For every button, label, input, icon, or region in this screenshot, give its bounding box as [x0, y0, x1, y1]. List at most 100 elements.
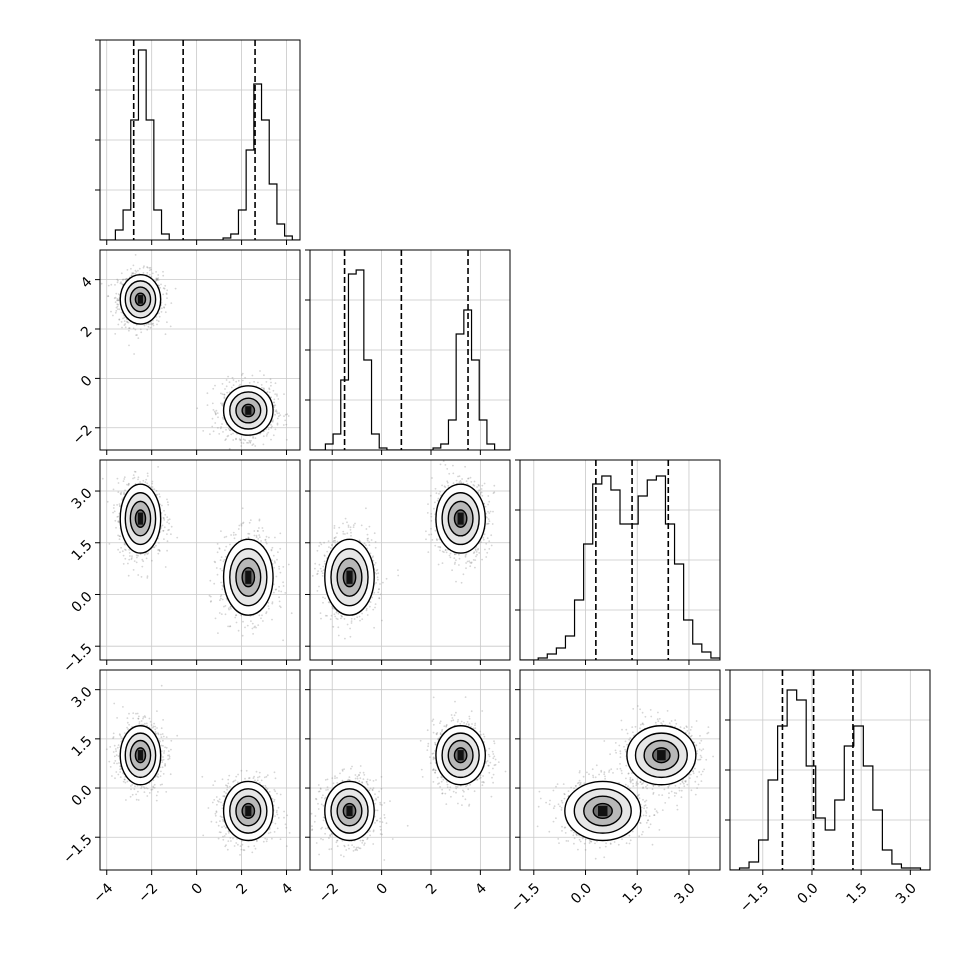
scatter-point [209, 600, 212, 603]
scatter-point [261, 386, 263, 389]
scatter-point [444, 549, 447, 551]
scatter-point [128, 344, 130, 347]
scatter-point [430, 520, 433, 522]
scatter-point [268, 387, 270, 390]
scatter-point [119, 551, 121, 554]
scatter-point [214, 412, 217, 415]
scatter-point [464, 554, 467, 557]
scatter-point [376, 568, 379, 571]
scatter-point [126, 483, 128, 486]
scatter-point [333, 537, 336, 540]
density-peak [245, 570, 252, 584]
scatter-point [124, 548, 126, 551]
scatter-point [425, 530, 427, 533]
scatter-point [130, 274, 133, 277]
scatter-point [227, 625, 230, 628]
scatter-point [116, 297, 119, 300]
scatter-point [145, 323, 148, 326]
scatter-point [258, 519, 261, 522]
scatter-point [147, 325, 150, 328]
scatter-point [254, 445, 257, 447]
scatter-point [164, 303, 167, 306]
scatter-point [487, 503, 489, 506]
scatter-point [316, 573, 318, 575]
scatter-point [283, 415, 285, 417]
scatter-point [287, 415, 290, 417]
scatter-point [162, 529, 165, 532]
scatter-point [261, 614, 263, 617]
scatter-point [470, 481, 473, 483]
scatter-point [112, 488, 115, 491]
scatter-point [458, 481, 461, 483]
scatter-point [324, 562, 326, 565]
scatter-point [137, 476, 140, 479]
scatter-point [437, 546, 440, 548]
scatter-point [482, 538, 485, 541]
scatter-point [272, 419, 274, 422]
scatter-point [166, 321, 168, 324]
scatter-point [437, 563, 440, 566]
scatter-point [146, 266, 149, 269]
scatter-point [209, 579, 212, 582]
scatter-point [458, 557, 461, 560]
scatter-point [493, 491, 496, 494]
scatter-point [128, 552, 131, 554]
scatter-point [155, 277, 158, 280]
scatter-point [123, 543, 126, 545]
scatter-point [262, 443, 265, 446]
scatter-point [148, 273, 151, 276]
scatter-point [258, 518, 261, 521]
scatter-point [206, 392, 209, 395]
scatter-point [256, 530, 259, 532]
scatter-point [114, 519, 117, 522]
scatter-point [143, 553, 146, 556]
scatter-point [333, 539, 335, 542]
scatter-point [142, 266, 145, 269]
panel-1-1 [305, 249, 511, 455]
scatter-point [274, 404, 277, 407]
scatter-point [455, 580, 457, 583]
scatter-point [246, 441, 248, 444]
scatter-point [162, 270, 164, 273]
scatter-point [365, 507, 367, 510]
scatter-point [130, 267, 132, 270]
scatter-point [166, 297, 168, 299]
scatter-point [273, 401, 275, 404]
scatter-point [212, 409, 215, 411]
scatter-point [117, 293, 120, 296]
scatter-point [117, 279, 119, 282]
scatter-point [452, 482, 455, 485]
scatter-point [372, 555, 374, 558]
scatter-point [216, 551, 219, 554]
scatter-point [227, 375, 230, 378]
scatter-point [486, 537, 489, 540]
scatter-point [261, 527, 264, 529]
scatter-point [465, 562, 467, 564]
scatter-point [247, 537, 250, 539]
scatter-point [230, 386, 233, 389]
scatter-point [349, 529, 352, 531]
scatter-point [137, 478, 139, 481]
scatter-point [458, 475, 461, 477]
scatter-point [149, 266, 152, 269]
scatter-point [137, 337, 140, 339]
scatter-point [108, 543, 111, 545]
scatter-point [469, 561, 472, 564]
scatter-point [123, 478, 126, 480]
scatter-point [443, 551, 445, 553]
scatter-point [249, 442, 252, 444]
scatter-point [465, 553, 468, 555]
scatter-point [279, 414, 282, 416]
scatter-point [448, 472, 451, 475]
scatter-point [439, 490, 442, 493]
scatter-point [282, 566, 285, 568]
scatter-point [117, 521, 120, 523]
scatter-point [122, 317, 124, 320]
y-tick-label: −2 [70, 422, 96, 448]
scatter-point [488, 512, 491, 514]
scatter-point [271, 618, 273, 621]
scatter-point [247, 536, 250, 539]
scatter-point [163, 509, 165, 512]
scatter-point [220, 613, 223, 615]
scatter-point [228, 381, 231, 384]
